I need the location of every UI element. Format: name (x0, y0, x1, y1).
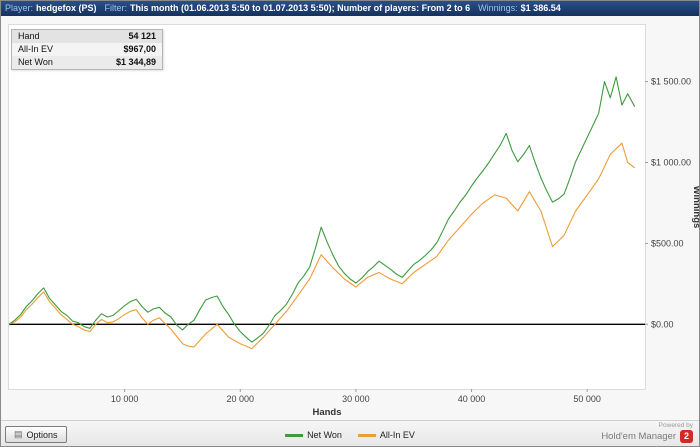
svg-text:$1 000.00: $1 000.00 (651, 158, 691, 168)
svg-text:20 000: 20 000 (227, 394, 255, 404)
player-label: Player: (5, 3, 34, 13)
stats-row-hands: Hand 54 121 (12, 30, 162, 43)
x-axis-label: Hands (312, 407, 341, 418)
y-axis-label: Winnings (691, 186, 700, 229)
stats-label: Net Won (18, 57, 53, 67)
svg-text:40 000: 40 000 (458, 394, 486, 404)
powered-by-label: Powered by (658, 422, 693, 429)
all-in-ev-line (8, 142, 636, 350)
stats-value: $1 344,89 (115, 57, 156, 67)
winnings-label: Winnings: (478, 3, 518, 13)
stats-box: Hand 54 121 All-In EV $967,00 Net Won $1… (11, 29, 163, 70)
title-bar: Player: hedgefox (PS) Filter: This month (0… (1, 1, 699, 16)
options-button[interactable]: ▤ Options (5, 426, 67, 443)
hm2-logo: 2 (680, 430, 693, 443)
stats-value: 54 121 (128, 31, 156, 41)
stats-row-all-in-ev: All-In EV $967,00 (12, 43, 162, 56)
player-value: hedgefox (PS) (36, 3, 97, 13)
svg-text:50 000: 50 000 (573, 394, 601, 404)
all-in-ev-line-swatch (357, 433, 376, 437)
options-label: Options (26, 429, 58, 440)
winnings-chart: 10 000 20 000 30 000 40 000 50 000 $0.00 $500.… (8, 24, 700, 418)
branding: Powered by Hold'em Manager 2 (601, 422, 693, 443)
filter-value: This month (01.06.2013 5:50 to 01.07.201… (130, 3, 471, 13)
plot-area (8, 24, 646, 390)
net-won-line-swatch (285, 433, 304, 437)
svg-text:$500.00: $500.00 (651, 238, 684, 248)
stats-value: $967,00 (123, 44, 156, 54)
legend-item-net-won: Net Won (285, 430, 342, 440)
status-bar: ▤ Options Net Won All-In EV Powered by H… (1, 420, 699, 446)
svg-text:$1 500.00: $1 500.00 (651, 77, 691, 87)
chart-legend: Net Won All-In EV (285, 430, 415, 440)
chart-region: 10 000 20 000 30 000 40 000 50 000 $0.00 $500.… (1, 16, 700, 422)
options-icon: ▤ (14, 429, 23, 439)
brand-name: Hold'em Manager (601, 431, 676, 442)
winnings-value: $1 386.54 (520, 3, 561, 13)
filter-label: Filter: (104, 3, 128, 13)
svg-text:10 000: 10 000 (111, 394, 139, 404)
svg-text:30 000: 30 000 (342, 394, 370, 404)
legend-label-all-in-ev: All-In EV (379, 430, 415, 440)
svg-text:$0.00: $0.00 (651, 319, 674, 329)
stats-row-net-won: Net Won $1 344,89 (12, 56, 162, 69)
legend-label-net-won: Net Won (307, 430, 342, 440)
legend-item-all-in-ev: All-In EV (357, 430, 415, 440)
stats-label: All-In EV (18, 44, 54, 54)
net-won-line (8, 76, 636, 343)
stats-label: Hand (18, 31, 40, 41)
